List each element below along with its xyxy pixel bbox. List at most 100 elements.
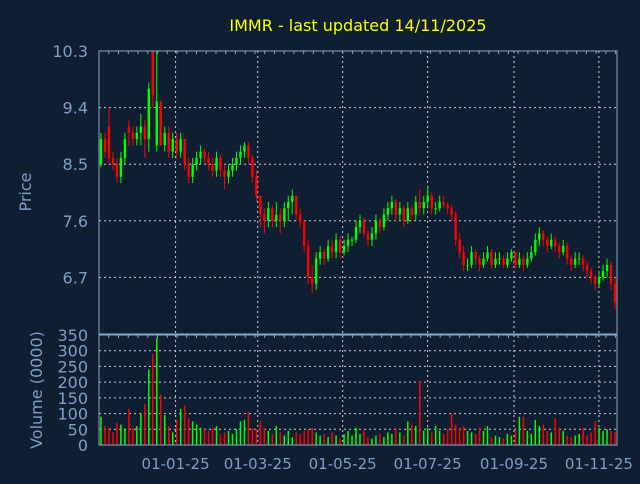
candle-body	[275, 214, 278, 221]
candle-body	[171, 139, 174, 152]
candle-body	[342, 245, 346, 253]
candle-body	[534, 239, 537, 253]
volume-bar	[347, 430, 349, 445]
candle-body	[211, 164, 214, 171]
candle-body	[410, 208, 413, 215]
volume-bar	[124, 429, 126, 445]
volume-bar	[542, 424, 545, 445]
volume-bar	[407, 421, 409, 445]
volume-bar	[518, 416, 521, 445]
volume-bar	[120, 424, 122, 445]
candle-body	[478, 258, 481, 265]
volume-bar	[339, 438, 341, 445]
volume-bar	[291, 437, 294, 445]
candle-body	[573, 258, 577, 265]
volume-bar	[395, 427, 397, 445]
candle-body	[542, 233, 545, 240]
volume-bar	[355, 427, 357, 445]
volume-bar	[367, 437, 369, 445]
volume-bar	[219, 434, 222, 445]
volume-bar	[415, 426, 417, 445]
volume-bar	[590, 432, 592, 445]
candle-body	[346, 239, 350, 246]
volume-tick-label: 250	[57, 357, 88, 376]
candle-body	[538, 233, 541, 240]
candle-body	[350, 239, 354, 241]
candle-body	[386, 208, 390, 215]
candle-body	[207, 157, 210, 165]
candle-body	[334, 239, 338, 253]
volume-tick-label: 300	[57, 342, 88, 361]
candle-body	[558, 245, 561, 253]
volume-bar	[375, 435, 377, 445]
volume-bar	[259, 421, 262, 445]
candle-body	[593, 277, 597, 284]
candle-body	[283, 208, 286, 221]
volume-tick-label: 150	[57, 389, 88, 408]
candle-body	[442, 201, 445, 206]
candle-body	[482, 258, 485, 265]
candle-body	[183, 139, 186, 165]
candle-body	[390, 201, 394, 209]
volume-bar	[319, 435, 321, 445]
chart-title: IMMR - last updated 14/11/2025	[229, 16, 486, 35]
volume-bar	[602, 430, 604, 445]
volume-bar	[558, 427, 560, 445]
volume-bar	[160, 394, 162, 445]
volume-bar	[311, 427, 313, 445]
volume-bar	[442, 434, 445, 445]
candle-body	[526, 258, 529, 265]
volume-bar	[287, 430, 290, 445]
volume-bar	[538, 426, 541, 445]
candle-body	[115, 164, 119, 177]
panel-frame	[98, 334, 618, 446]
volume-bar	[128, 408, 130, 445]
candle-body	[398, 208, 402, 215]
volume-bar	[112, 432, 114, 445]
volume-bar	[299, 434, 301, 445]
volume-tick-label: 0	[78, 436, 88, 455]
volume-bar	[383, 437, 385, 445]
volume-bar	[458, 427, 461, 445]
candle-body	[103, 139, 107, 152]
volume-bar	[167, 426, 170, 445]
volume-bar	[140, 413, 142, 445]
volume-bar	[570, 437, 572, 445]
candle-body	[494, 258, 497, 265]
volume-bar	[303, 430, 305, 445]
volume-bar	[231, 434, 234, 445]
candle-body	[219, 157, 222, 171]
volume-bar	[478, 427, 481, 445]
volume-bar	[490, 437, 493, 445]
volume-bar	[271, 434, 274, 445]
volume-bar	[371, 438, 373, 445]
price-tick-label: 10.3	[52, 42, 88, 61]
candle-body	[215, 157, 218, 171]
candle-body	[223, 170, 226, 177]
candle-body	[235, 157, 238, 165]
volume-bar	[255, 429, 258, 445]
volume-bar	[434, 426, 437, 445]
volume-axis-label: Volume (0000)	[27, 331, 46, 449]
candle-body	[131, 132, 135, 140]
volume-bar	[191, 421, 194, 445]
volume-bar	[466, 430, 469, 445]
candle-body	[462, 252, 465, 265]
volume-bar	[462, 426, 465, 445]
candle-body	[422, 201, 425, 209]
candle-body	[199, 151, 202, 158]
candle-body	[322, 252, 326, 259]
candle-body	[550, 239, 553, 246]
volume-bar	[598, 427, 600, 445]
candle-body	[303, 220, 306, 246]
candle-body	[358, 220, 362, 228]
candle-body	[338, 239, 342, 253]
volume-bar	[132, 427, 134, 445]
volume-bar	[594, 421, 596, 445]
volume-bar	[482, 430, 485, 445]
candle-body	[127, 126, 131, 133]
volume-tick-label: 200	[57, 373, 88, 392]
candle-body	[195, 157, 198, 165]
volume-bars	[100, 338, 616, 445]
